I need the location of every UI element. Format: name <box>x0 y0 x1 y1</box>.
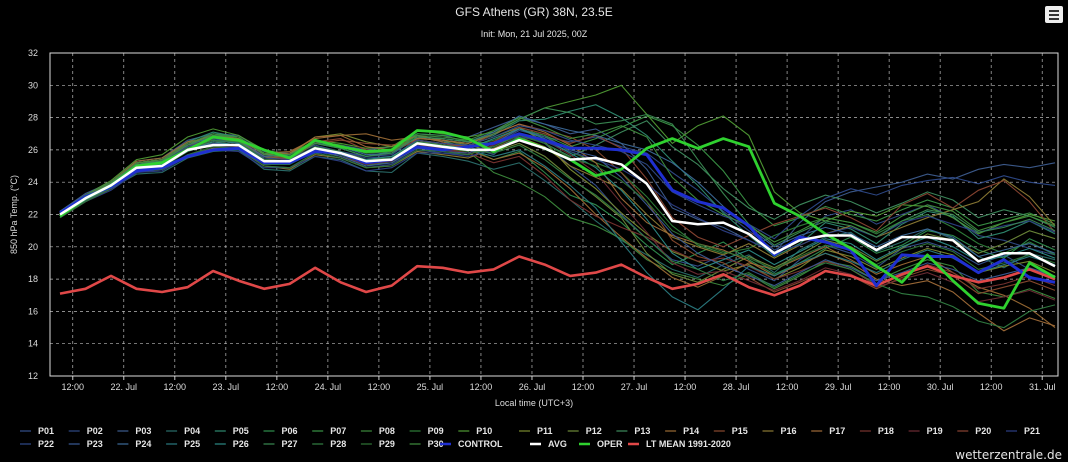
series-line-p21 <box>59 136 1056 253</box>
legend-item-p27: P27 <box>282 439 298 449</box>
series-line-control <box>59 132 1056 288</box>
legend-item-p11: P11 <box>537 426 553 436</box>
y-tick-label: 24 <box>28 177 38 187</box>
legend-item-p03: P03 <box>135 426 151 436</box>
series-line-p27 <box>59 107 1056 246</box>
legend-item-p30: P30 <box>428 439 444 449</box>
x-tick-label: 28. Jul <box>723 382 750 392</box>
series-line-p26 <box>59 128 1056 271</box>
x-tick-label: 12:00 <box>674 382 697 392</box>
y-tick-label: 18 <box>28 274 38 284</box>
x-tick-label: 12:00 <box>776 382 799 392</box>
plot-frame <box>49 52 1059 377</box>
legend-item-control: CONTROL <box>458 439 503 449</box>
x-tick-label: 12:00 <box>878 382 901 392</box>
legend-item-p20: P20 <box>975 426 991 436</box>
series-line-p05 <box>59 104 1056 258</box>
y-tick-label: 26 <box>28 145 38 155</box>
y-tick-label: 22 <box>28 210 38 220</box>
legend-item-oper: OPER <box>597 439 623 449</box>
chart-title: GFS Athens (GR) 38N, 23.5E <box>455 5 612 19</box>
legend-item-p06: P06 <box>282 426 298 436</box>
x-tick-label: 12:00 <box>368 382 391 392</box>
hamburger-menu-icon <box>1049 14 1059 16</box>
series-line-p30 <box>59 116 1056 243</box>
legend-item-p23: P23 <box>87 439 103 449</box>
legend-item-p28: P28 <box>330 439 346 449</box>
legend-item-p22: P22 <box>38 439 54 449</box>
series-line-p25 <box>59 139 1056 311</box>
hamburger-menu-icon <box>1049 18 1059 20</box>
x-tick-label: 25. Jul <box>417 382 444 392</box>
y-tick-label: 14 <box>28 339 38 349</box>
hamburger-menu-icon <box>1049 10 1059 12</box>
legend-item-p09: P09 <box>428 426 444 436</box>
x-tick-label: 12:00 <box>470 382 493 392</box>
legend-item-p26: P26 <box>233 439 249 449</box>
x-tick-label: 12:00 <box>266 382 289 392</box>
x-tick-label: 24. Jul <box>315 382 342 392</box>
x-tick-label: 12:00 <box>61 382 84 392</box>
legend-item-p07: P07 <box>330 426 346 436</box>
legend-item-p01: P01 <box>38 426 54 436</box>
chart-subtitle: Init: Mon, 21 Jul 2025, 00Z <box>481 29 588 39</box>
legend-item-p08: P08 <box>379 426 395 436</box>
x-tick-label: 31. Jul <box>1029 382 1056 392</box>
legend-item-p19: P19 <box>927 426 943 436</box>
legend-item-p16: P16 <box>781 426 797 436</box>
x-tick-label: 12:00 <box>164 382 187 392</box>
legend-item-p29: P29 <box>379 439 395 449</box>
chart-menu-button[interactable] <box>1045 6 1063 23</box>
legend-item-p14: P14 <box>683 426 699 436</box>
y-tick-label: 28 <box>28 113 38 123</box>
legend-item-p17: P17 <box>829 426 845 436</box>
legend-item-p13: P13 <box>634 426 650 436</box>
legend-item-p18: P18 <box>878 426 894 436</box>
series-line-avg <box>59 138 1056 268</box>
series-line-lt-mean-1991-2020 <box>59 255 1056 297</box>
y-tick-label: 12 <box>28 371 38 381</box>
legend-item-lt-mean-1991-2020: LT MEAN 1991-2020 <box>646 439 731 449</box>
y-axis-label: 850 hPa Temp. (°C) <box>9 175 19 254</box>
series-line-p12 <box>59 138 1056 283</box>
legend-item-p02: P02 <box>87 426 103 436</box>
legend-item-p21: P21 <box>1024 426 1040 436</box>
legend-item-p15: P15 <box>732 426 748 436</box>
series-line-p10 <box>59 84 1056 235</box>
legend-item-p24: P24 <box>135 439 151 449</box>
x-tick-label: 12:00 <box>572 382 595 392</box>
x-tick-label: 23. Jul <box>213 382 240 392</box>
x-axis-label: Local time (UTC+3) <box>495 398 573 408</box>
legend-item-p12: P12 <box>586 426 602 436</box>
legend-item-p05: P05 <box>233 426 249 436</box>
legend-item-p25: P25 <box>184 439 200 449</box>
legend-item-p10: P10 <box>476 426 492 436</box>
y-tick-label: 32 <box>28 48 38 58</box>
x-tick-label: 30. Jul <box>927 382 954 392</box>
legend-item-p04: P04 <box>184 426 200 436</box>
y-tick-label: 16 <box>28 306 38 316</box>
series-line-p29 <box>59 134 1056 271</box>
x-tick-label: 27. Jul <box>621 382 648 392</box>
legend-item-avg: AVG <box>548 439 567 449</box>
x-tick-label: 26. Jul <box>519 382 546 392</box>
x-tick-label: 12:00 <box>980 382 1003 392</box>
y-tick-label: 20 <box>28 242 38 252</box>
x-tick-label: 22. Jul <box>111 382 138 392</box>
watermark: wetterzentrale.de <box>955 448 1062 462</box>
y-tick-label: 30 <box>28 80 38 90</box>
series-line-p28 <box>59 139 1056 329</box>
x-tick-label: 29. Jul <box>825 382 852 392</box>
